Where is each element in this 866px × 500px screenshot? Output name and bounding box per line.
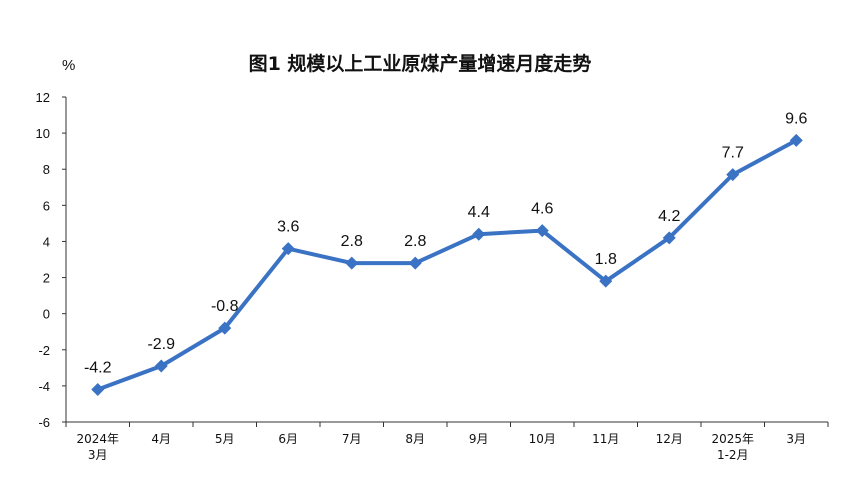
x-tick-label: 6月	[278, 432, 298, 446]
y-tick-label: -6	[38, 415, 50, 430]
x-tick-label: 11月	[592, 432, 619, 446]
data-label: 3.6	[277, 219, 299, 236]
series-line	[97, 138, 798, 392]
data-point-marker	[218, 321, 232, 335]
data-point-marker	[726, 168, 740, 182]
data-point-marker	[472, 227, 486, 241]
x-tick-label: 4月	[151, 432, 171, 446]
y-tick-label: -2	[38, 343, 50, 358]
data-label: -2.9	[147, 336, 175, 353]
x-tick-label: 8月	[405, 432, 425, 446]
axes: -6 -4 -2 0 2 4 6 8 10 12 2024年 3月 4月 5月 6月 7月 8月 9月 10月 11月…	[36, 90, 829, 462]
data-label: 7.7	[722, 145, 744, 162]
x-tick-label: 9月	[469, 432, 489, 446]
data-label: 4.2	[658, 208, 680, 225]
data-label: 4.6	[531, 201, 553, 218]
data-label: -4.2	[84, 360, 112, 377]
series-group: -4.2 -2.9 -0.8 3.6 2.8 2.8 4.4 4.6 1.8 4.2 7.7 9.6	[84, 110, 807, 396]
y-tick-label: 10	[36, 126, 50, 141]
x-tick-label: 12月	[656, 432, 683, 446]
y-tick-label: 8	[43, 162, 50, 177]
y-tick-label: -4	[38, 379, 50, 394]
x-tick-label: 2024年 3月	[76, 432, 119, 462]
data-point-marker	[154, 359, 168, 373]
y-tick-label: 0	[43, 307, 50, 322]
y-tick-label: 4	[43, 234, 50, 249]
y-tick-label: 12	[36, 90, 50, 105]
data-point-marker	[281, 242, 295, 256]
x-tick-label: 2025年 1-2月	[711, 432, 754, 462]
data-label: 1.8	[595, 251, 617, 268]
data-point-marker	[789, 133, 803, 147]
y-tick-label: 6	[43, 198, 50, 213]
data-label: 9.6	[785, 110, 807, 127]
data-label: 4.4	[468, 204, 490, 221]
x-tick-label: 10月	[529, 432, 556, 446]
x-tick-label: 3月	[786, 432, 806, 446]
data-point-marker	[345, 256, 359, 270]
x-tick-label: 7月	[342, 432, 362, 446]
data-label: 2.8	[404, 233, 426, 250]
chart-title: 图1 规模以上工业原煤产量增速月度走势	[249, 52, 592, 75]
data-point-marker	[408, 256, 422, 270]
data-point-marker	[599, 274, 613, 288]
data-point-marker	[91, 383, 105, 396]
data-point-marker	[662, 231, 676, 245]
y-tick-label: 2	[43, 271, 50, 286]
data-label: 2.8	[341, 233, 363, 250]
data-label: -0.8	[211, 298, 239, 315]
data-point-marker	[535, 224, 549, 238]
y-axis-unit: %	[62, 57, 75, 74]
x-tick-label: 5月	[215, 432, 235, 446]
